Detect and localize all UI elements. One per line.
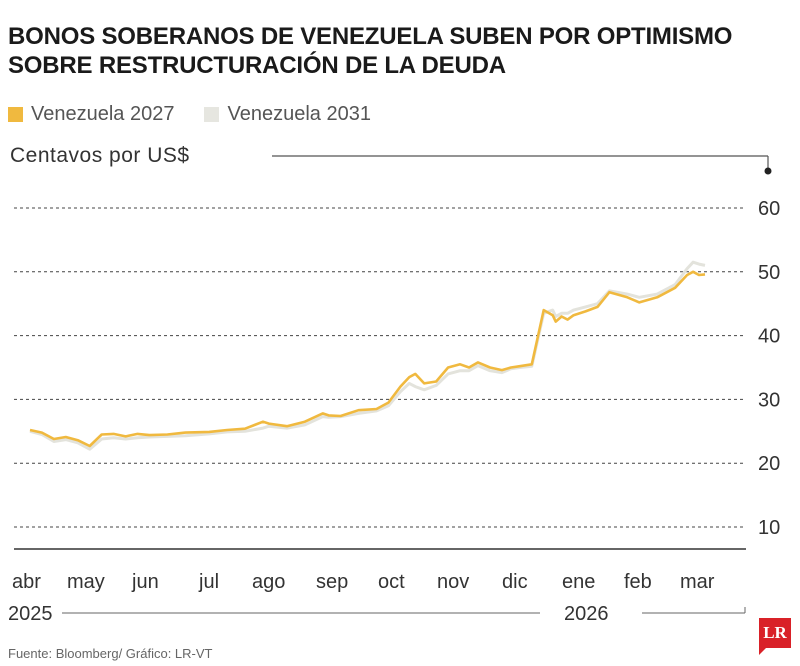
chart-legend: Venezuela 2027 Venezuela 2031 xyxy=(8,103,401,126)
x-tick-label-ene: ene xyxy=(562,571,595,593)
legend-item-venezuela-2031: Venezuela 2031 xyxy=(204,103,371,126)
x-tick-label-may: may xyxy=(67,571,105,593)
legend-swatch-venezuela-2031 xyxy=(204,107,220,122)
x-tick-label-abr: abr xyxy=(12,571,41,593)
chart-title-line-2: SOBRE RESTRUCTURACIÓN DE LA DEUDA xyxy=(8,52,506,79)
x-tick-label-nov: nov xyxy=(437,571,469,593)
series-line-venezuela-2027 xyxy=(29,270,706,448)
y-tick-label-60: 60 xyxy=(758,198,780,220)
y-label-rule-dot xyxy=(764,167,772,175)
x-tick-label-feb: feb xyxy=(624,571,652,593)
series-line-venezuela-2031 xyxy=(29,260,706,451)
year-label-2026: 2026 xyxy=(564,603,609,625)
chart-title: BONOS SOBERANOS DE VENEZUELA SUBEN POR O… xyxy=(8,22,732,80)
lr-logo: LR xyxy=(759,618,791,655)
year-label-2025: 2025 xyxy=(8,603,53,625)
x-tick-label-sep: sep xyxy=(316,571,348,593)
legend-swatch-venezuela-2027 xyxy=(8,107,23,122)
legend-label-venezuela-2031: Venezuela 2031 xyxy=(227,103,371,125)
x-tick-label-ago: ago xyxy=(252,571,285,593)
x-tick-label-jun: jun xyxy=(131,571,159,593)
y-tick-label-20: 20 xyxy=(758,453,780,475)
y-axis-label: Centavos por US$ xyxy=(10,144,190,167)
legend-label-venezuela-2027: Venezuela 2027 xyxy=(31,103,175,125)
y-tick-label-10: 10 xyxy=(758,517,780,539)
x-tick-label-dic: dic xyxy=(502,571,528,593)
legend-item-venezuela-2027: Venezuela 2027 xyxy=(8,103,174,126)
y-tick-label-40: 40 xyxy=(758,326,780,348)
chart-title-line-1: BONOS SOBERANOS DE VENEZUELA SUBEN POR O… xyxy=(8,23,733,50)
x-tick-label-jul: jul xyxy=(198,571,219,593)
y-tick-label-50: 50 xyxy=(758,262,780,284)
y-tick-label-30: 30 xyxy=(758,389,780,411)
x-tick-label-mar: mar xyxy=(680,571,715,593)
x-tick-label-oct: oct xyxy=(378,571,405,593)
source-footer: Fuente: Bloomberg/ Gráfico: LR-VT xyxy=(8,646,213,661)
